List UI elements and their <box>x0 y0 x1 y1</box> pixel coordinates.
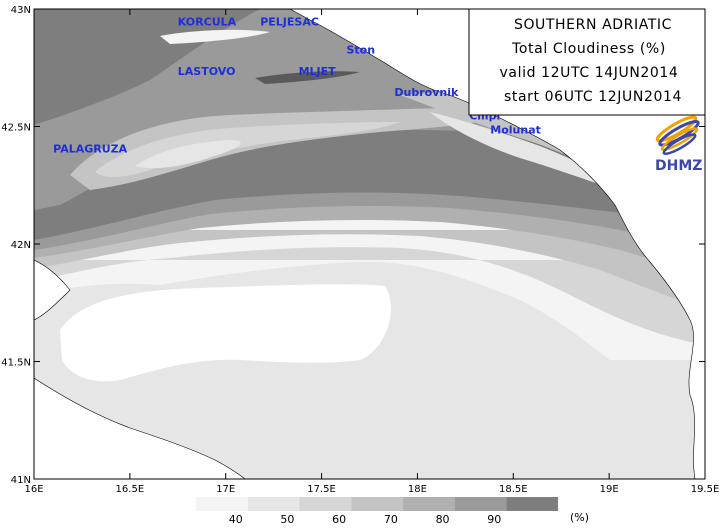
place-label-mljet: MLJET <box>299 65 337 78</box>
land-north-coast <box>289 9 705 479</box>
color-legend: 40 50 60 70 80 90 <box>196 497 558 526</box>
legend-swatch <box>196 497 248 511</box>
lon-tick-label: 19E <box>600 484 619 495</box>
place-label-peljesac: PELJESAC <box>260 15 319 28</box>
axis-tick-labels: 16E 16.5E 17E 17.5E 18E 18.5E 19E 19.5E 43N 42.5N… <box>1 5 719 495</box>
dhmz-logo-text: DHMZ <box>655 158 702 174</box>
legend-level-label: 40 <box>229 513 243 526</box>
legend-swatch <box>506 497 558 511</box>
lon-tick-label: 18.5E <box>499 484 528 495</box>
legend-swatch <box>351 497 403 511</box>
info-variable: Total Cloudiness (%) <box>511 41 666 57</box>
legend-level-label: 50 <box>280 513 294 526</box>
legend-swatch <box>454 497 507 511</box>
lat-tick-label: 42N <box>11 240 31 251</box>
cloud-band-40b <box>34 370 705 479</box>
legend-level-label: 80 <box>436 513 450 526</box>
legend-level-label: 70 <box>384 513 398 526</box>
legend-level-label: 60 <box>332 513 346 526</box>
coast-band-3 <box>430 112 640 198</box>
place-label-ston: Ston <box>346 44 375 57</box>
place-label-lastovo: LASTOVO <box>178 65 236 78</box>
place-label-korcula: KORCULA <box>178 15 237 28</box>
place-labels: KORCULA PELJESAC Ston LASTOVO MLJET Dubrovnik… <box>53 15 541 155</box>
info-title: SOUTHERN ADRIATIC <box>514 17 672 33</box>
cloud-band-50 <box>34 247 705 345</box>
info-start: start 06UTC 12JUN2014 <box>504 89 682 105</box>
lon-tick-label: 18E <box>408 484 427 495</box>
lat-tick-label: 42.5N <box>1 123 31 134</box>
lon-tick-label: 17.5E <box>307 484 336 495</box>
dhmz-swirl-logo-icon <box>655 115 700 156</box>
lon-tick-label: 19.5E <box>691 484 720 495</box>
legend-swatch <box>247 497 300 511</box>
lat-tick-label: 41N <box>11 475 31 486</box>
land-mljet <box>255 71 360 84</box>
land-korcula <box>160 29 270 44</box>
legend-swatch <box>402 497 455 511</box>
lon-tick-label: 17E <box>216 484 235 495</box>
lat-tick-label: 41.5N <box>1 358 31 369</box>
cloud-band-60 <box>34 230 705 308</box>
lat-tick-label: 43N <box>11 5 31 16</box>
place-label-palagruza: PALAGRUZA <box>53 142 127 155</box>
land-italy-south <box>34 377 246 479</box>
place-label-dubrovnik: Dubrovnik <box>394 86 459 99</box>
info-box: SOUTHERN ADRIATIC Total Cloudiness (%) v… <box>468 8 706 116</box>
clear-area <box>60 284 391 382</box>
legend-swatch <box>299 497 352 511</box>
lon-tick-label: 16E <box>24 484 43 495</box>
place-label-molunat: Molunat <box>490 124 541 137</box>
cloud-band-70 <box>34 200 705 278</box>
legend-unit: (%) <box>570 511 589 524</box>
legend-level-label: 90 <box>487 513 501 526</box>
cloud-lens-inner <box>135 140 241 169</box>
land-italy-gargano <box>34 259 71 321</box>
lon-tick-label: 16.5E <box>116 484 145 495</box>
info-valid: valid 12UTC 14JUN2014 <box>500 65 679 81</box>
cloud-lens-outer <box>70 108 500 190</box>
